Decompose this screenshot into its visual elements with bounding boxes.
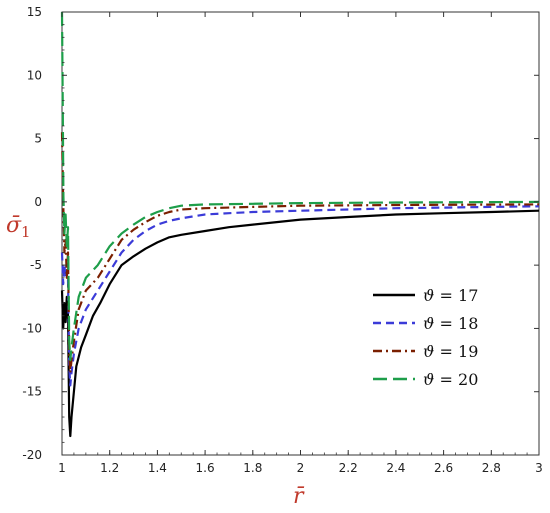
y-tick-label: 15 [27, 5, 42, 19]
y-tick-label: 5 [34, 132, 42, 146]
series-line-17 [60, 209, 540, 438]
x-tick-label: 1.4 [148, 461, 167, 475]
legend: ϑ = 17ϑ = 18ϑ = 19ϑ = 20 [373, 286, 478, 389]
x-tick-label: 1.2 [100, 461, 119, 475]
x-tick-label: 2 [297, 461, 305, 475]
x-tick-label: 2.8 [482, 461, 501, 475]
series-line-19 [60, 132, 540, 374]
x-tick-label: 2.2 [339, 461, 358, 475]
x-tick-label: 2.4 [386, 461, 405, 475]
legend-symbol: ϑ = [423, 370, 458, 389]
legend-label-18: ϑ = 18 [423, 314, 478, 333]
legend-label-19: ϑ = 19 [423, 342, 478, 361]
y-tick-label: -10 [22, 321, 42, 335]
y-tick-label: -15 [22, 385, 42, 399]
legend-value: 17 [458, 286, 478, 305]
legend-symbol: ϑ = [423, 314, 458, 333]
legend-symbol: ϑ = [423, 286, 458, 305]
series-line-18 [60, 205, 540, 387]
y-axis-title-subscript: 1 [21, 223, 31, 241]
x-tick-label: 1 [58, 461, 66, 475]
series-layer [60, 11, 540, 438]
x-tick-label: 2.6 [434, 461, 453, 475]
legend-label-17: ϑ = 17 [423, 286, 478, 305]
y-tick-label: 0 [34, 195, 42, 209]
axis-layer: 1 1.2 1.4 1.6 1.8 2 2.2 2.4 2.6 2.8 3 15 10 5 0 -5 -10 -1… [22, 5, 542, 475]
x-tick-label: 3 [535, 461, 543, 475]
series-line-20 [60, 11, 540, 362]
legend-value: 19 [458, 342, 478, 361]
y-tick-label: 10 [27, 68, 42, 82]
legend-symbol: ϑ = [423, 342, 458, 361]
legend-value: 18 [458, 314, 478, 333]
y-tick-label: -5 [30, 258, 42, 272]
y-tick-label: -20 [22, 448, 42, 462]
x-tick-label: 1.8 [243, 461, 262, 475]
legend-label-20: ϑ = 20 [423, 370, 478, 389]
y-axis-title-main: σ̄ [6, 213, 22, 238]
x-tick-label: 1.6 [196, 461, 215, 475]
x-axis-title: r̄ [293, 484, 305, 509]
y-axis-title: σ̄1 [6, 213, 31, 241]
legend-value: 20 [458, 370, 478, 389]
